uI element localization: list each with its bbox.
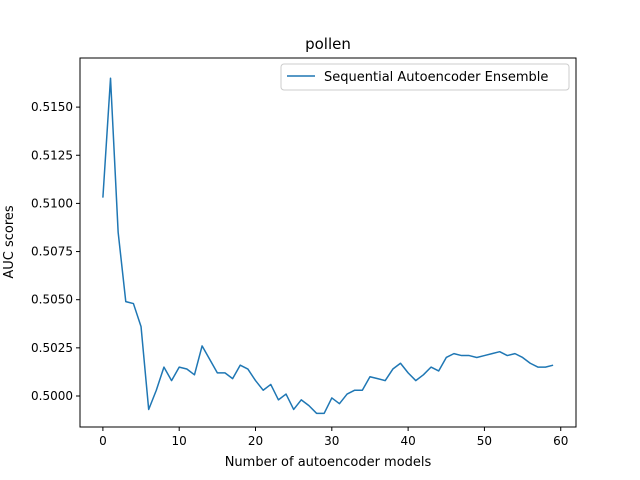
y-tick-label: 0.5150: [31, 100, 73, 114]
x-tick-label: 60: [553, 434, 568, 448]
x-axis-label: Number of autoencoder models: [225, 455, 432, 470]
legend-label: Sequential Autoencoder Ensemble: [324, 70, 548, 85]
x-tick-label: 50: [477, 434, 492, 448]
y-tick-label: 0.5075: [31, 245, 73, 259]
y-tick-label: 0.5125: [31, 148, 73, 162]
y-tick-label: 0.5000: [31, 389, 73, 403]
legend: Sequential Autoencoder Ensemble: [280, 63, 570, 91]
x-tick-label: 10: [172, 434, 187, 448]
chart-title: pollen: [305, 35, 351, 53]
y-axis-ticks: 0.5000 0.5025 0.5050 0.5075 0.5100 0.5125 0.51…: [31, 100, 80, 403]
plot-area-frame: [79, 57, 577, 428]
y-tick-label: 0.5025: [31, 341, 73, 355]
x-tick-label: 30: [324, 434, 339, 448]
x-tick-label: 20: [248, 434, 263, 448]
y-tick-label: 0.5050: [31, 293, 73, 307]
x-tick-label: 40: [400, 434, 415, 448]
series-line-sequential-autoencoder-ensemble: [102, 77, 554, 415]
legend-box: [280, 63, 570, 91]
y-axis-label: AUC scores: [2, 205, 17, 279]
x-tick-label: 0: [99, 434, 107, 448]
y-tick-label: 0.5100: [31, 196, 73, 210]
x-axis-ticks: 0 10 20 30 40 50 60: [99, 427, 568, 448]
